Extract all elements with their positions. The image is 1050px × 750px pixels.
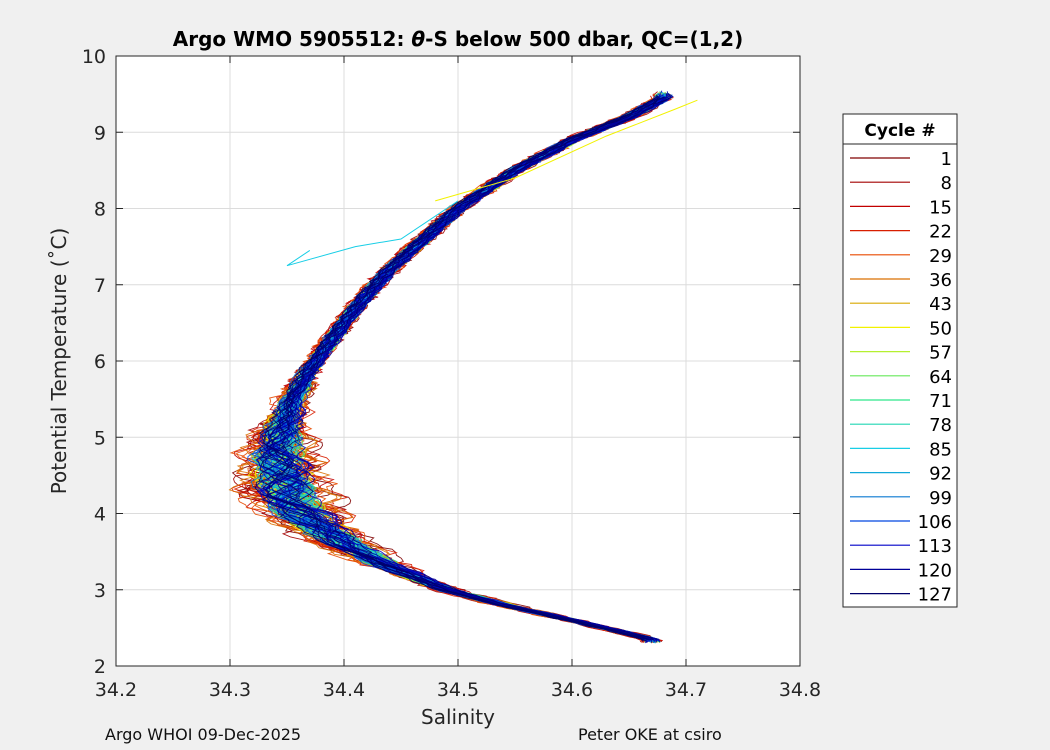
legend-label: 85: [929, 439, 952, 460]
profile-line: [258, 91, 673, 641]
profile-line: [267, 96, 665, 641]
legend-box: [842, 113, 958, 608]
legend-label: 1: [941, 149, 952, 170]
profile-line: [258, 96, 661, 641]
legend-label: 50: [929, 318, 952, 339]
legend-label: 15: [929, 197, 952, 218]
legend-label: 64: [929, 367, 952, 388]
y-tick-label: 10: [82, 46, 106, 68]
y-tick-label: 9: [94, 122, 106, 144]
x-tick-label: 34.5: [437, 679, 479, 701]
legend-label: 43: [929, 294, 952, 315]
legend: Cycle # 18152229364350576471788592991061…: [842, 113, 958, 608]
legend-label: 71: [929, 391, 952, 412]
y-tick-label: 5: [94, 427, 106, 449]
legend-label: 78: [929, 415, 952, 436]
y-tick-label: 4: [94, 504, 106, 526]
legend-label: 127: [918, 585, 952, 606]
profile-lines: [228, 90, 698, 644]
legend-label: 8: [941, 173, 952, 194]
y-tick-label: 8: [94, 199, 106, 221]
legend-label: 106: [918, 512, 952, 533]
legend-label: 29: [929, 246, 952, 267]
profile-line: [286, 200, 459, 267]
x-tick-label: 34.8: [779, 679, 821, 701]
legend-title: Cycle #: [864, 121, 935, 141]
x-tick-label: 34.2: [95, 679, 137, 701]
profile-line: [262, 97, 670, 642]
legend-label: 92: [929, 464, 952, 485]
legend-label: 57: [929, 343, 952, 364]
x-tick-label: 34.6: [551, 679, 593, 701]
y-tick-label: 7: [94, 275, 106, 297]
x-tick-label: 34.3: [209, 679, 251, 701]
chart-title: Argo WMO 5905512: θ-S below 500 dbar, QC…: [173, 27, 743, 51]
x-tick-label: 34.7: [665, 679, 707, 701]
y-tick-label: 2: [94, 656, 106, 678]
y-axis-label: Potential Temperature (˚C): [47, 228, 71, 495]
y-tick-label: 3: [94, 580, 106, 602]
legend-label: 120: [918, 560, 952, 581]
profile-line: [262, 94, 658, 642]
footer-right: Peter OKE at csiro: [578, 725, 722, 744]
legend-label: 113: [918, 536, 952, 557]
legend-label: 99: [929, 488, 952, 509]
y-tick-label: 6: [94, 351, 106, 373]
axis-ticks: 34.2 34.3 34.4 34.5 34.6 34.7 34.8 2 3 4 5 6 7 8 9 10: [82, 46, 821, 701]
footer-left: Argo WHOI 09-Dec-2025: [105, 725, 302, 744]
x-axis-label: Salinity: [421, 705, 495, 729]
legend-label: 36: [929, 270, 952, 291]
legend-label: 22: [929, 222, 952, 243]
legend-items: 1 8 15 22 29 36 43 50 57 64 71 78 85 92 99 106 113 120 127: [850, 149, 952, 606]
profile-line: [435, 99, 698, 202]
x-tick-label: 34.4: [323, 679, 365, 701]
